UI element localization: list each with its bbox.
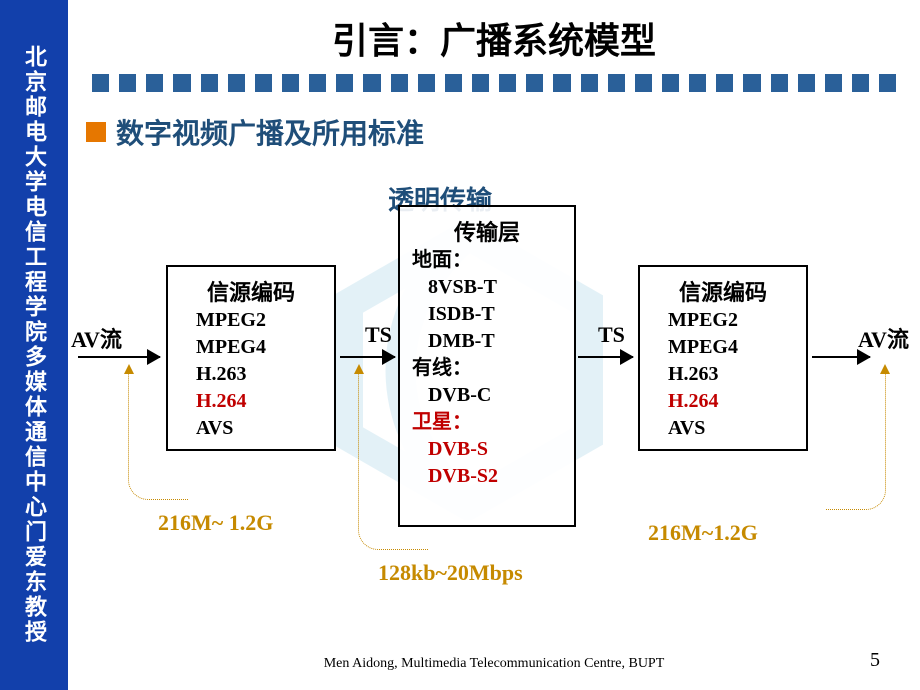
divider-square <box>228 74 245 92</box>
flow-label-ts2: TS <box>598 322 625 348</box>
diagram: 透明传输 信源编码MPEG2MPEG4H.263H.264AVS 传输层地面：8… <box>68 160 920 630</box>
transport-group-head: 卫星： <box>410 409 564 436</box>
divider-square <box>309 74 326 92</box>
subtitle-row: 数字视频广播及所用标准 <box>86 112 920 152</box>
flow-arrow <box>578 356 633 358</box>
divider-square <box>282 74 299 92</box>
flow-label-av_in: AV流 <box>71 322 122 354</box>
rate-curve-mid <box>358 370 428 550</box>
codec-item: MPEG2 <box>178 307 324 334</box>
datarate-left: 216M~ 1.2G <box>158 510 273 536</box>
divider-square <box>499 74 516 92</box>
divider-square <box>608 74 625 92</box>
divider-square <box>92 74 109 92</box>
divider-square <box>255 74 272 92</box>
codec-item: MPEG2 <box>650 307 796 334</box>
bullet-icon <box>86 122 106 142</box>
sidebar-text: 北京邮电大学电信工程学院多媒体通信中心门爱东教授 <box>18 45 50 645</box>
divider <box>92 74 896 92</box>
transport-item: 8VSB-T <box>410 274 564 301</box>
transport-group-head: 有线： <box>410 355 564 382</box>
divider-square <box>771 74 788 92</box>
divider-square <box>553 74 570 92</box>
divider-square <box>526 74 543 92</box>
codec-item: AVS <box>178 415 324 442</box>
divider-square <box>146 74 163 92</box>
transport-group-head: 地面： <box>410 247 564 274</box>
divider-square <box>201 74 218 92</box>
transport-item: ISDB-T <box>410 301 564 328</box>
subtitle: 数字视频广播及所用标准 <box>116 112 424 152</box>
transport-item: DVB-C <box>410 382 564 409</box>
divider-square <box>852 74 869 92</box>
codec-item: MPEG4 <box>650 334 796 361</box>
sidebar: 北京邮电大学电信工程学院多媒体通信中心门爱东教授 <box>0 0 68 690</box>
box-title: 信源编码 <box>650 275 796 307</box>
divider-square <box>391 74 408 92</box>
divider-square <box>418 74 435 92</box>
divider-square <box>581 74 598 92</box>
box-title: 传输层 <box>410 215 564 247</box>
flow-arrow <box>340 356 395 358</box>
slide-title: 引言：广播系统模型 <box>68 0 920 64</box>
divider-square <box>173 74 190 92</box>
rate-curve-right <box>826 370 886 510</box>
divider-square <box>662 74 679 92</box>
divider-square <box>635 74 652 92</box>
divider-square <box>743 74 760 92</box>
divider-square <box>363 74 380 92</box>
codec-item: H.264 <box>650 388 796 415</box>
flow-arrow <box>78 356 160 358</box>
footer-text: Men Aidong, Multimedia Telecommunication… <box>68 656 920 672</box>
codec-item: H.263 <box>650 361 796 388</box>
box-title: 信源编码 <box>178 275 324 307</box>
divider-square <box>825 74 842 92</box>
divider-square <box>336 74 353 92</box>
codec-item: AVS <box>650 415 796 442</box>
divider-square <box>689 74 706 92</box>
divider-square <box>798 74 815 92</box>
source-encoding-right-box: 信源编码MPEG2MPEG4H.263H.264AVS <box>638 265 808 451</box>
datarate-mid: 128kb~20Mbps <box>378 560 523 586</box>
transport-item: DMB-T <box>410 328 564 355</box>
flow-arrow <box>812 356 870 358</box>
divider-square <box>119 74 136 92</box>
codec-item: H.263 <box>178 361 324 388</box>
transport-item: DVB-S <box>410 436 564 463</box>
divider-square <box>445 74 462 92</box>
divider-square <box>472 74 489 92</box>
codec-item: H.264 <box>178 388 324 415</box>
codec-item: MPEG4 <box>178 334 324 361</box>
flow-label-av_out: AV流 <box>858 322 909 354</box>
transport-item: DVB-S2 <box>410 463 564 490</box>
datarate-right: 216M~1.2G <box>648 520 758 546</box>
divider-square <box>716 74 733 92</box>
source-encoding-left-box: 信源编码MPEG2MPEG4H.263H.264AVS <box>166 265 336 451</box>
flow-label-ts1: TS <box>365 322 392 348</box>
rate-curve-left <box>128 370 188 500</box>
divider-square <box>879 74 896 92</box>
slide-content: 引言：广播系统模型 数字视频广播及所用标准 透明传输 信源编码MPEG2MPEG… <box>68 0 920 690</box>
page-number: 5 <box>870 649 880 672</box>
